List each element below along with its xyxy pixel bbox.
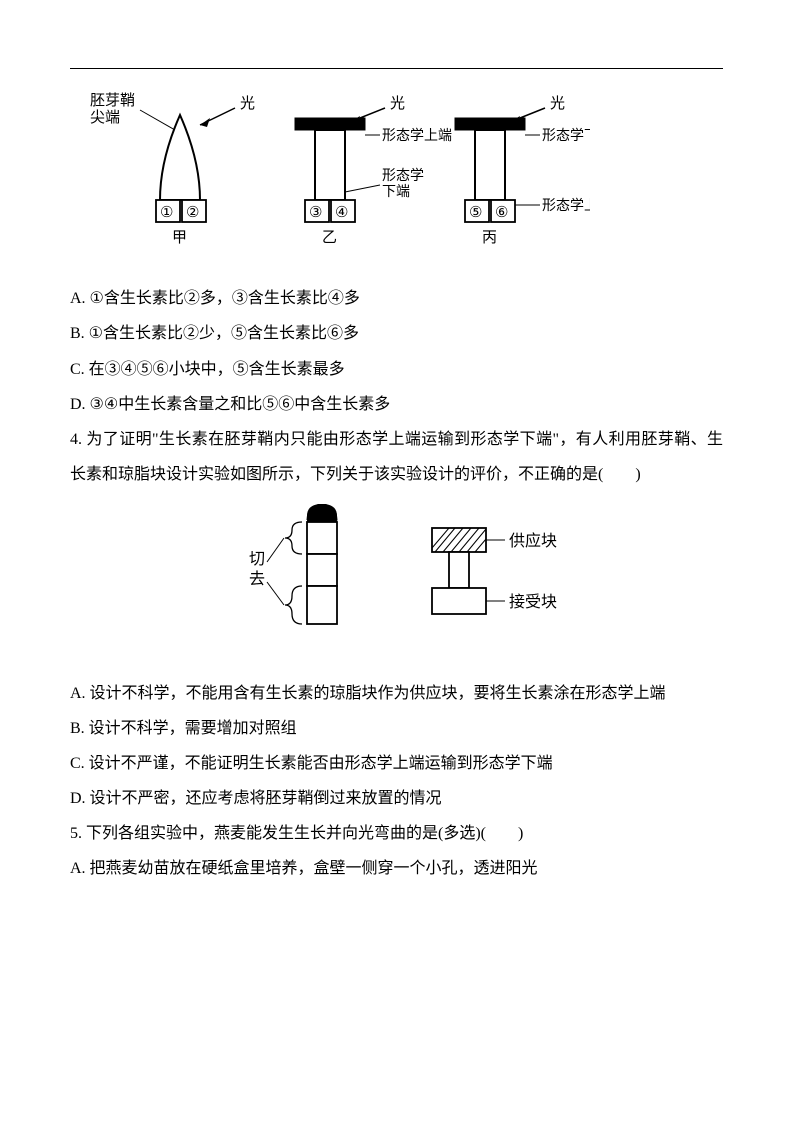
- num-1: ①: [160, 205, 173, 221]
- supply-label: 供应块: [509, 531, 557, 550]
- light-label-2: 光: [390, 95, 405, 112]
- q3-option-a: A. ①含生长素比②多，③含生长素比④多: [70, 281, 723, 316]
- q3-option-c: C. 在③④⑤⑥小块中，⑤含生长素最多: [70, 352, 723, 387]
- tip-label-line1: 胚芽鞘: [90, 92, 135, 109]
- figure-2-svg: 切 去: [207, 504, 587, 644]
- q4-option-d: D. 设计不严密，还应考虑将胚芽鞘倒过来放置的情况: [70, 781, 723, 816]
- morph-bottom-label-2: 形态学下端: [542, 128, 590, 144]
- page-content: 胚芽鞘 尖端 光 ① ② 甲: [70, 90, 723, 887]
- header-rule: [70, 68, 723, 69]
- figure-1: 胚芽鞘 尖端 光 ① ② 甲: [90, 90, 590, 263]
- group-b: 光 ③ ④ 形态学上端 形态学 下端: [295, 95, 452, 246]
- group-b-label: 乙: [322, 230, 337, 246]
- light-label-1: 光: [240, 95, 255, 112]
- group-a: 胚芽鞘 尖端 光 ① ② 甲: [90, 92, 255, 246]
- q4-option-a: A. 设计不科学，不能用含有生长素的琼脂块作为供应块，要将生长素涂在形态学上端: [70, 676, 723, 711]
- morph-top-label-2: 形态学上端: [542, 198, 590, 214]
- coleoptile-cut: 切 去: [249, 504, 337, 624]
- tip-label-line2: 尖端: [90, 109, 120, 126]
- figure-1-svg: 胚芽鞘 尖端 光 ① ② 甲: [90, 90, 590, 250]
- group-c: 光 ⑤ ⑥ 形态学下端 形态学上端: [455, 95, 590, 246]
- supply-receive: 供应块 接受块: [432, 528, 557, 614]
- q5-option-a: A. 把燕麦幼苗放在硬纸盒里培养，盒壁一侧穿一个小孔，透进阳光: [70, 851, 723, 886]
- q3-option-b: B. ①含生长素比②少，⑤含生长素比⑥多: [70, 316, 723, 351]
- num-2: ②: [186, 205, 199, 221]
- q4-option-b: B. 设计不科学，需要增加对照组: [70, 711, 723, 746]
- num-3: ③: [309, 205, 322, 221]
- num-4: ④: [335, 205, 348, 221]
- morph-bottom-label-1: 形态学: [382, 168, 424, 184]
- num-6: ⑥: [495, 205, 508, 221]
- num-5: ⑤: [469, 205, 482, 221]
- morph-top-label-1: 形态学上端: [382, 128, 452, 144]
- q5-stem: 5. 下列各组实验中，燕麦能发生生长并向光弯曲的是(多选)( ): [70, 816, 723, 851]
- q4-stem: 4. 为了证明"生长素在胚芽鞘内只能由形态学上端运输到形态学下端"，有人利用胚芽…: [70, 422, 723, 492]
- cut-label-1: 切: [249, 550, 265, 568]
- morph-bottom-label-1b: 下端: [382, 184, 410, 200]
- group-a-label: 甲: [172, 230, 187, 246]
- figure-2: 切 去: [207, 504, 587, 657]
- cut-label-2: 去: [249, 570, 265, 588]
- light-label-3: 光: [550, 95, 565, 112]
- group-c-label: 丙: [482, 230, 497, 246]
- receive-label: 接受块: [509, 593, 557, 611]
- q3-option-d: D. ③④中生长素含量之和比⑤⑥中含生长素多: [70, 387, 723, 422]
- q4-option-c: C. 设计不严谨，不能证明生长素能否由形态学上端运输到形态学下端: [70, 746, 723, 781]
